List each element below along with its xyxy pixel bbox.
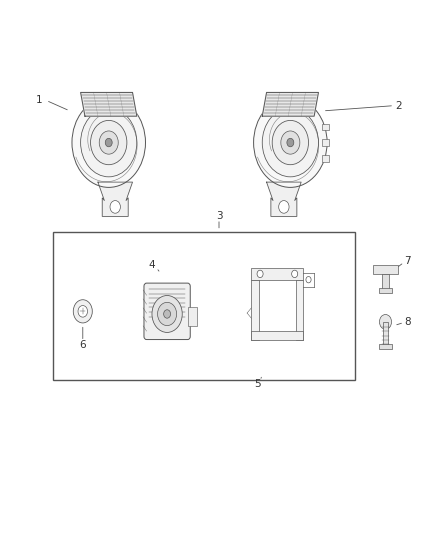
Text: 6: 6 <box>79 340 86 350</box>
Bar <box>378 344 392 349</box>
Text: 7: 7 <box>404 256 410 266</box>
Polygon shape <box>81 92 137 116</box>
Circle shape <box>164 310 170 318</box>
Text: 1: 1 <box>36 95 43 106</box>
Circle shape <box>99 131 118 154</box>
Text: 5: 5 <box>254 378 261 389</box>
Circle shape <box>257 270 263 278</box>
Text: 8: 8 <box>404 317 410 327</box>
Bar <box>296 280 304 341</box>
Circle shape <box>306 277 311 283</box>
Bar <box>383 322 388 345</box>
Circle shape <box>110 200 120 213</box>
Circle shape <box>254 98 327 188</box>
Circle shape <box>379 314 392 329</box>
Circle shape <box>292 270 298 278</box>
Circle shape <box>272 120 308 165</box>
Circle shape <box>158 302 177 326</box>
Polygon shape <box>98 182 133 216</box>
Polygon shape <box>267 182 301 216</box>
Bar <box>372 265 399 274</box>
Bar <box>251 280 259 341</box>
FancyBboxPatch shape <box>144 283 190 340</box>
Circle shape <box>281 131 300 154</box>
Circle shape <box>105 139 112 147</box>
Circle shape <box>81 108 137 177</box>
Circle shape <box>262 108 318 177</box>
Bar <box>251 268 304 280</box>
Text: 4: 4 <box>148 261 155 270</box>
Bar <box>251 331 304 341</box>
Bar <box>321 124 329 130</box>
Circle shape <box>279 200 289 213</box>
Text: 3: 3 <box>215 212 223 221</box>
Circle shape <box>72 98 145 188</box>
Circle shape <box>287 139 294 147</box>
Bar <box>379 288 392 293</box>
Text: 2: 2 <box>395 101 402 111</box>
Polygon shape <box>262 92 318 116</box>
Circle shape <box>152 295 182 333</box>
Circle shape <box>78 305 88 317</box>
Bar <box>382 274 389 289</box>
Circle shape <box>91 120 127 165</box>
Bar <box>321 140 329 146</box>
Bar <box>53 232 355 380</box>
Circle shape <box>73 300 92 323</box>
Bar <box>321 155 329 161</box>
Bar <box>187 307 197 326</box>
